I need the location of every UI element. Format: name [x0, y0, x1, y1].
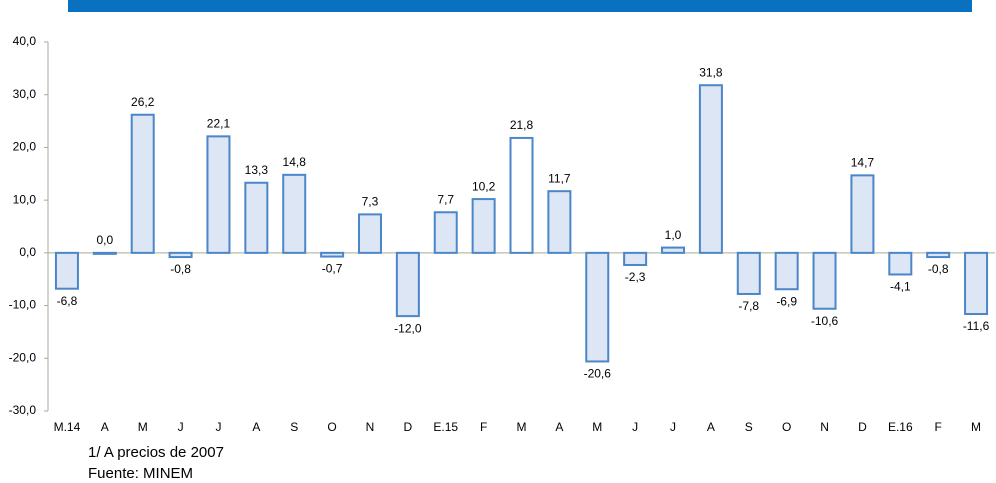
bar	[168, 251, 193, 259]
x-tick-label: J	[178, 420, 184, 434]
value-label: 0,0	[96, 233, 113, 247]
value-label: -10,6	[811, 314, 839, 328]
x-tick-label: M	[517, 420, 527, 434]
bar	[585, 251, 610, 363]
bar	[357, 213, 382, 254]
value-label: -0,8	[928, 262, 949, 276]
footnote: 1/ A precios de 2007	[88, 444, 224, 461]
bar	[736, 251, 761, 295]
bar	[509, 136, 534, 254]
y-tick-label: 10,0	[13, 192, 37, 206]
bar	[395, 251, 420, 318]
bar	[433, 211, 458, 254]
x-tick-label: J	[632, 420, 638, 434]
y-tick-label: 30,0	[13, 87, 37, 101]
y-tick-label: 0,0	[19, 245, 36, 259]
x-tick-label: M	[592, 420, 602, 434]
bar	[547, 190, 572, 254]
y-tick-label: -30,0	[9, 403, 37, 417]
value-label: -6,9	[776, 294, 797, 308]
value-label: -12,0	[394, 321, 422, 335]
value-label: -0,7	[322, 262, 343, 276]
value-label: 7,3	[362, 195, 379, 209]
bar	[130, 113, 155, 254]
value-label: 10,2	[472, 179, 496, 193]
value-label: -0,8	[170, 262, 191, 276]
x-tick-label: A	[555, 420, 563, 434]
x-tick-label: M	[138, 420, 148, 434]
value-label: -20,6	[584, 367, 612, 381]
source: Fuente: MINEM	[88, 465, 193, 482]
bar	[320, 251, 345, 258]
x-tick-label: E.16	[888, 420, 913, 434]
bar	[926, 251, 951, 259]
bar	[92, 251, 117, 255]
x-tick-label: O	[782, 420, 791, 434]
bar	[282, 173, 307, 254]
bar	[661, 246, 686, 254]
x-tick-label: N	[820, 420, 829, 434]
value-label: -7,8	[738, 299, 759, 313]
x-tick-label: F	[935, 420, 942, 434]
x-tick-label: A	[252, 420, 260, 434]
x-tick-label: J	[215, 420, 221, 434]
x-tick-label: S	[745, 420, 753, 434]
value-label: 14,7	[851, 156, 875, 170]
bar	[698, 84, 723, 254]
x-tick-label: D	[404, 420, 413, 434]
bar	[774, 251, 799, 291]
bar	[623, 251, 648, 266]
y-tick-label: -20,0	[9, 350, 37, 364]
value-label: 7,7	[437, 192, 454, 206]
bar	[812, 251, 837, 310]
x-tick-label: D	[858, 420, 867, 434]
bar	[888, 251, 913, 276]
value-label: 31,8	[699, 65, 723, 79]
value-label: -4,1	[890, 280, 911, 294]
x-tick-label: E.15	[433, 420, 458, 434]
value-label: 14,8	[283, 155, 307, 169]
x-tick-label: A	[101, 420, 109, 434]
x-tick-label: M.14	[54, 420, 81, 434]
x-tick-label: N	[366, 420, 375, 434]
x-tick-label: M	[971, 420, 981, 434]
x-tick-label: F	[480, 420, 487, 434]
value-label: 26,2	[131, 95, 155, 109]
bar	[54, 251, 79, 290]
value-label: 11,7	[548, 171, 571, 185]
bar	[850, 174, 875, 254]
value-label: 22,1	[207, 117, 231, 131]
value-label: -6,8	[57, 294, 78, 308]
x-tick-label: O	[327, 420, 336, 434]
bar	[964, 251, 989, 316]
value-label: -2,3	[625, 270, 646, 284]
value-label: -11,6	[963, 319, 990, 333]
y-tick-label: 20,0	[13, 140, 37, 154]
y-tick-label: -10,0	[9, 298, 37, 312]
x-tick-label: J	[670, 420, 676, 434]
header-banner	[68, 0, 972, 12]
value-label: 13,3	[245, 163, 269, 177]
bar	[206, 135, 231, 254]
bar	[244, 181, 269, 254]
y-tick-label: 40,0	[13, 34, 37, 48]
value-label: 1,0	[665, 228, 682, 242]
x-tick-label: S	[290, 420, 298, 434]
bar	[471, 198, 496, 254]
x-tick-label: A	[707, 420, 715, 434]
value-label: 21,8	[510, 118, 534, 132]
